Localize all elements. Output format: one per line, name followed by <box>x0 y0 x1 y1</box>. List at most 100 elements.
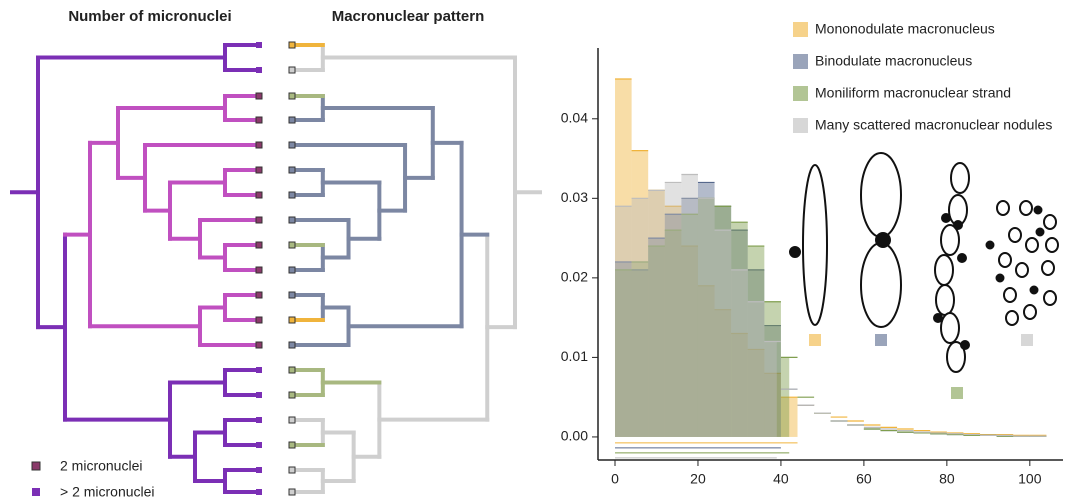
histogram-bar <box>648 190 665 437</box>
cell-drawing <box>1015 262 1029 278</box>
left-title: Number of micronuclei <box>68 8 231 25</box>
trees <box>10 41 542 496</box>
y-tick-label: 0.03 <box>561 189 588 205</box>
legend-label: Binodulate macronucleus <box>815 53 972 69</box>
histogram-bar <box>664 206 682 437</box>
histogram-bar <box>747 269 765 437</box>
y-tick-label: 0.00 <box>561 428 588 444</box>
legend-label: 2 micronuclei <box>60 458 142 474</box>
legend-label: Many scattered macronuclear nodules <box>815 117 1052 133</box>
cell-drawing <box>996 200 1010 216</box>
cell-drawing <box>940 312 960 344</box>
cell-drawing <box>998 252 1012 268</box>
tip-marker <box>288 291 296 299</box>
cell-drawing <box>934 254 954 286</box>
tip-marker <box>255 116 263 124</box>
histogram-bar <box>747 246 765 437</box>
histogram-bar <box>764 341 777 437</box>
histogram-bar <box>648 190 665 437</box>
cell-drawing <box>860 152 902 238</box>
legend-swatch <box>32 488 40 496</box>
histogram-bar <box>631 198 649 437</box>
tip-marker <box>288 166 296 174</box>
cell-drawing <box>995 273 1005 283</box>
histogram-bar <box>664 230 682 437</box>
histogram-bar <box>631 261 649 437</box>
histogram-bar <box>697 182 715 437</box>
histogram-bar <box>681 198 698 437</box>
tip-marker <box>256 392 262 398</box>
cell-drawing <box>946 341 966 373</box>
tip-marker <box>255 216 263 224</box>
cell-drawing <box>875 232 891 248</box>
tip-marker <box>256 467 262 473</box>
tip-marker <box>256 67 262 73</box>
legend-swatch <box>31 461 41 471</box>
cell-drawing <box>960 340 970 350</box>
tip-marker <box>288 316 296 324</box>
legend-label: Mononodulate macronucleus <box>815 21 995 37</box>
cell-drawing <box>1043 290 1057 306</box>
cell-illustrations <box>789 152 1059 373</box>
histogram-bar <box>731 333 748 437</box>
histogram-bar <box>697 198 715 437</box>
tip-marker <box>288 191 296 199</box>
cell-drawing <box>1025 237 1039 253</box>
cell-drawing <box>802 164 828 326</box>
pattern-swatch <box>875 334 887 346</box>
histogram-bar <box>615 269 632 437</box>
pattern-swatch <box>809 334 821 346</box>
tip-marker <box>288 241 296 249</box>
x-tick-label: 0 <box>611 471 619 487</box>
tip-marker <box>255 266 263 274</box>
tip-marker <box>255 141 263 149</box>
x-tick-label: 40 <box>773 471 789 487</box>
cell-drawing <box>1029 285 1039 295</box>
tip-marker <box>288 466 296 474</box>
histogram-bar <box>615 206 632 437</box>
x-tick-label: 100 <box>1018 471 1042 487</box>
x-tick-label: 20 <box>690 471 706 487</box>
cell-drawing <box>940 224 960 256</box>
tip-marker <box>255 166 263 174</box>
tip-marker <box>288 92 296 100</box>
y-tick-label: 0.04 <box>561 109 588 125</box>
histogram-bar <box>615 79 632 437</box>
histogram: 0.00 0.01 0.02 0.03 0.04 0 20 40 60 80 100 Mononodu… <box>561 21 1063 487</box>
pattern-swatch <box>1021 334 1033 346</box>
tip-marker <box>255 316 263 324</box>
tip-marker <box>256 417 262 423</box>
histogram-bar <box>764 325 781 437</box>
tip-marker <box>288 66 296 74</box>
tip-marker <box>288 41 296 49</box>
tip-marker <box>256 42 262 48</box>
histogram-bar <box>664 214 682 437</box>
histogram-bar <box>648 238 665 437</box>
tip-marker <box>255 191 263 199</box>
cell-drawing <box>1019 200 1033 216</box>
y-tick-label: 0.02 <box>561 269 588 285</box>
tip-marker <box>255 241 263 249</box>
histogram-bar <box>714 206 732 437</box>
tip-marker <box>255 341 263 349</box>
histogram-bar <box>764 301 781 437</box>
cell-drawing <box>1008 227 1022 243</box>
cell-drawing <box>935 284 955 316</box>
cell-drawing <box>985 240 995 250</box>
histogram-bar <box>664 182 682 437</box>
legend-swatch <box>793 54 808 69</box>
cell-drawing <box>1045 237 1059 253</box>
cell-drawing <box>1043 214 1057 230</box>
histogram-bar <box>681 246 698 437</box>
cell-drawing <box>941 213 951 223</box>
cell-drawing <box>1033 205 1043 215</box>
legend-label: > 2 micronuclei <box>60 484 155 500</box>
histogram-bar <box>697 285 715 437</box>
tip-marker <box>256 489 262 495</box>
histogram-bar <box>747 349 765 437</box>
tip-marker <box>256 442 262 448</box>
legend-swatch <box>793 118 808 133</box>
histogram-bar <box>714 309 732 437</box>
tip-marker <box>256 367 262 373</box>
